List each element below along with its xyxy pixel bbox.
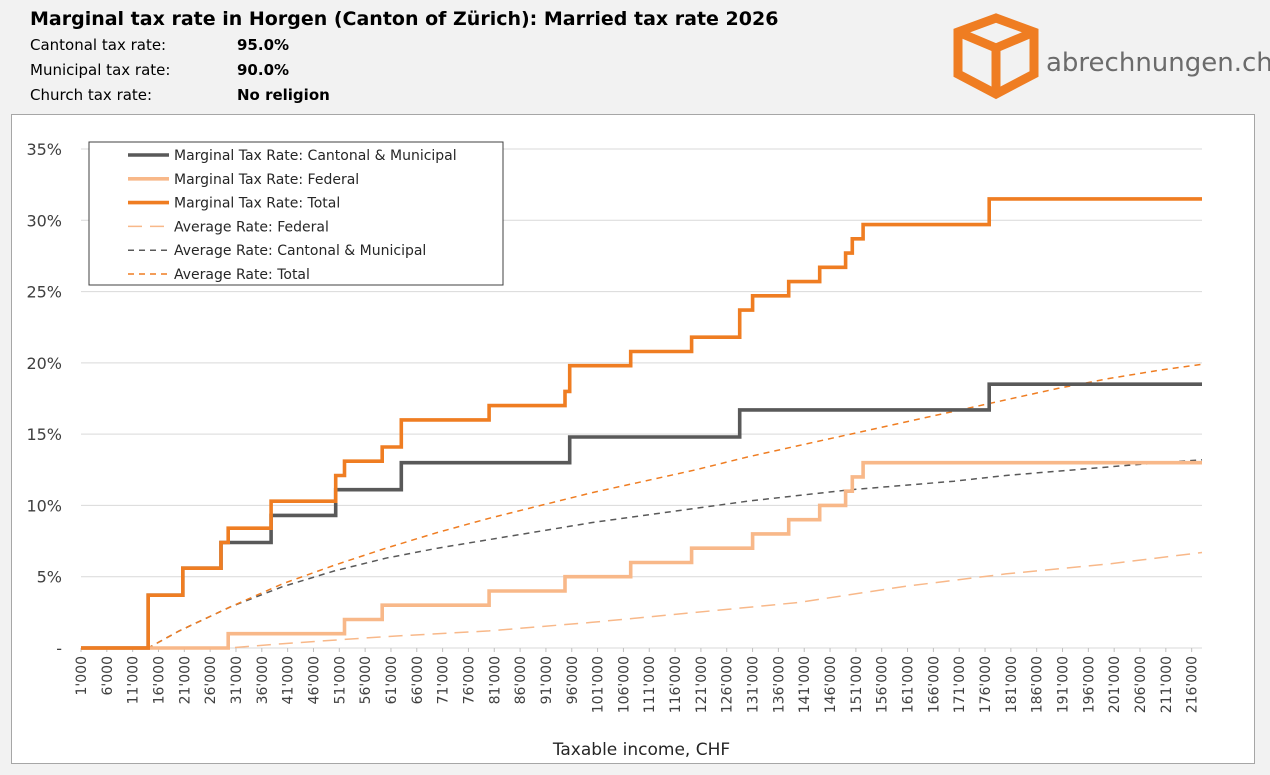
x-tick-label: 46'000: [306, 656, 322, 704]
x-tick-label: 191'000: [1056, 656, 1072, 713]
y-tick-label: 10%: [26, 496, 62, 515]
grid-layer: [81, 148, 1202, 578]
x-tick-label: 71'000: [436, 656, 452, 704]
x-tick-label: 101'000: [591, 656, 607, 713]
municipal-rate-value: 90.0%: [237, 61, 290, 79]
x-tick-label: 81'000: [487, 656, 503, 704]
x-tick-label: 176'000: [978, 656, 994, 713]
x-tick-label: 91'000: [539, 656, 555, 704]
x-tick-label: 126'000: [720, 656, 736, 713]
y-tick-label: 25%: [26, 283, 62, 302]
legend-entry-label: Average Rate: Federal: [174, 219, 329, 235]
cantonal-rate-row: Cantonal tax rate: 95.0%: [30, 36, 430, 61]
legend-entry-label: Average Rate: Total: [174, 267, 310, 283]
x-tick-label: 26'000: [203, 656, 219, 704]
legend-entry-label: Marginal Tax Rate: Cantonal & Municipal: [174, 148, 457, 164]
x-tick-label: 111'000: [642, 656, 658, 713]
box-logo-icon: [953, 13, 1039, 100]
x-tick-label: 86'000: [513, 656, 529, 704]
x-tick-label: 1'000: [74, 656, 90, 695]
church-rate-label: Church tax rate:: [30, 86, 153, 104]
x-tick-label: 146'000: [823, 656, 839, 713]
x-tick-label: 61'000: [384, 656, 400, 704]
x-tick-label: 106'000: [616, 656, 632, 713]
x-tick-label: 156'000: [875, 656, 891, 713]
municipal-rate-row: Municipal tax rate: 90.0%: [30, 61, 430, 86]
x-tick-label: 41'000: [281, 656, 297, 704]
legend-entry-label: Marginal Tax Rate: Total: [174, 196, 340, 212]
x-tick-label: 121'000: [694, 656, 710, 713]
x-tick-label: 201'000: [1107, 656, 1123, 713]
legend-entry-label: Marginal Tax Rate: Federal: [174, 172, 359, 188]
series-line-4: [81, 459, 1203, 649]
x-tick-label: 206'000: [1133, 656, 1149, 713]
legend-entry-label: Average Rate: Cantonal & Municipal: [174, 243, 426, 259]
x-tick-label: 171'000: [952, 656, 968, 713]
y-tick-label: 5%: [37, 568, 62, 587]
x-tick-label: 36'000: [255, 656, 271, 704]
series-layer: [81, 197, 1203, 650]
x-tick-label: 6'000: [100, 656, 116, 695]
y-tick-label: 20%: [26, 354, 62, 373]
cantonal-rate-value: 95.0%: [237, 36, 290, 54]
marginal-tax-chart: - 5% 10% 15% 20% 25% 30% 35% 1'000 6'000 11'000 16'…: [26, 140, 1203, 760]
y-tick-label: -: [56, 639, 62, 658]
x-tick-label: 151'000: [849, 656, 865, 713]
rate-summary: Cantonal tax rate: 95.0% Municipal tax r…: [30, 36, 430, 111]
x-tick-label: 21'000: [177, 656, 193, 704]
series-line-5: [81, 363, 1203, 649]
page-title: Marginal tax rate in Horgen (Canton of Z…: [30, 8, 779, 30]
x-tick-label: 56'000: [358, 656, 374, 704]
x-tick-label: 186'000: [1030, 656, 1046, 713]
x-tick-label: 51'000: [332, 656, 348, 704]
x-tick-label: 96'000: [565, 656, 581, 704]
x-tick-label: 66'000: [410, 656, 426, 704]
series-line-0: [81, 382, 1202, 650]
y-tick-label: 15%: [26, 425, 62, 444]
x-axis-title: Taxable income, CHF: [552, 740, 730, 760]
legend-box: [88, 141, 504, 286]
y-tick-label: 35%: [26, 140, 62, 159]
x-tick-label: 11'000: [126, 656, 142, 704]
x-tick-label: 131'000: [746, 656, 762, 713]
x-tick-label: 211'000: [1159, 656, 1175, 713]
x-tick-label: 136'000: [771, 656, 787, 713]
x-tick-label: 31'000: [229, 656, 245, 704]
x-tick-label: 181'000: [1004, 656, 1020, 713]
church-rate-row: Church tax rate: No religion: [30, 86, 430, 111]
cantonal-rate-label: Cantonal tax rate:: [30, 36, 167, 54]
x-tick-label: 216'000: [1185, 656, 1201, 713]
legend: Marginal Tax Rate: Cantonal & Municipal M…: [88, 141, 504, 286]
brand-logo[interactable]: abrechnungen.ch: [950, 12, 1270, 104]
x-tick-label: 116'000: [668, 656, 684, 713]
brand-name: abrechnungen.ch: [1046, 48, 1270, 78]
municipal-rate-label: Municipal tax rate:: [30, 61, 171, 79]
x-tick-label: 166'000: [926, 656, 942, 713]
chart-frame: - 5% 10% 15% 20% 25% 30% 35% 1'000 6'000 11'000 16'…: [11, 114, 1255, 764]
x-tick-label: 161'000: [901, 656, 917, 713]
axis-layer: - 5% 10% 15% 20% 25% 30% 35% 1'000 6'000 11'000 16'…: [26, 140, 1202, 760]
x-tick-label: 141'000: [797, 656, 813, 713]
church-rate-value: No religion: [237, 86, 330, 104]
x-tick-label: 16'000: [151, 656, 167, 704]
x-tick-label: 76'000: [461, 656, 477, 704]
series-line-1: [81, 460, 1202, 650]
y-tick-label: 30%: [26, 211, 62, 230]
x-tick-label: 196'000: [1081, 656, 1097, 713]
series-line-2: [81, 197, 1202, 650]
